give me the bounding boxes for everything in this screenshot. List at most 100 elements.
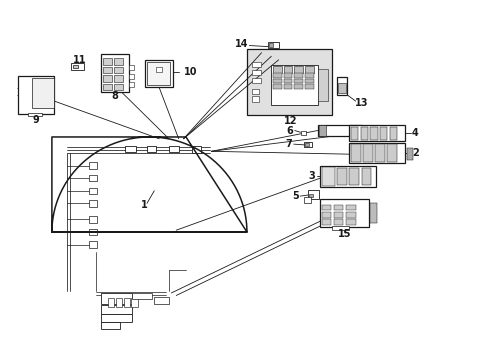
Bar [101,54,129,92]
Bar [114,58,122,64]
Bar [272,84,281,89]
Bar [360,127,367,140]
Bar [272,79,281,83]
Bar [320,166,375,187]
Bar [369,127,377,140]
Text: 10: 10 [183,67,197,77]
Bar [389,127,396,140]
Bar [369,203,376,223]
Bar [101,293,132,304]
Bar [71,63,83,69]
Bar [132,293,152,299]
Bar [348,143,405,163]
Bar [123,298,130,307]
Bar [283,66,292,73]
Text: 14: 14 [234,40,248,49]
Bar [305,66,313,73]
Bar [168,146,178,152]
Bar [348,168,358,185]
Bar [154,297,168,304]
Bar [251,62,260,67]
Bar [283,73,292,78]
Bar [345,220,355,225]
Bar [320,199,368,226]
Bar [269,43,273,46]
Bar [350,127,357,140]
Bar [333,212,343,218]
Bar [147,146,156,152]
Bar [374,144,384,162]
Bar [89,229,97,235]
Text: 6: 6 [286,126,293,135]
Bar [267,41,278,48]
Bar [386,144,396,162]
Bar [101,305,132,314]
Bar [246,49,331,116]
Bar [318,126,325,135]
Bar [108,298,114,307]
Bar [294,73,303,78]
Bar [272,66,281,73]
Bar [406,148,412,160]
Bar [144,60,172,87]
Text: 4: 4 [411,129,418,138]
Bar [321,220,330,225]
Text: 2: 2 [411,148,418,158]
Text: 13: 13 [354,98,367,108]
Bar [251,78,260,83]
Bar [272,73,281,78]
Bar [348,125,405,141]
Bar [337,83,345,93]
Bar [331,226,348,230]
Bar [114,67,122,73]
Bar [317,69,328,101]
Bar [129,65,134,70]
Bar [283,84,292,89]
Bar [129,74,134,79]
Bar [103,67,112,73]
Bar [294,66,303,73]
Text: 1: 1 [141,200,147,210]
Text: 12: 12 [284,116,297,126]
Bar [103,84,112,90]
Bar [336,168,346,185]
Bar [125,146,136,152]
Bar [101,315,132,322]
Bar [333,205,343,211]
Bar [307,190,318,199]
Bar [114,84,122,90]
Bar [103,58,112,64]
Bar [350,144,360,162]
Bar [361,168,370,185]
Text: 9: 9 [32,115,39,125]
Bar [32,78,54,108]
Text: 8: 8 [111,91,118,101]
Bar [89,241,97,248]
Bar [251,70,260,75]
Bar [336,77,346,95]
Bar [89,188,97,194]
Bar [73,64,78,68]
Bar [27,113,42,116]
Bar [321,205,330,211]
Bar [103,75,112,82]
Bar [89,216,97,223]
Bar [317,125,361,136]
Bar [304,141,311,147]
Text: 5: 5 [292,191,299,201]
Bar [304,197,311,203]
Bar [89,162,97,169]
Bar [345,205,355,211]
Bar [251,89,259,94]
Bar [89,200,97,207]
Text: 11: 11 [73,55,87,65]
Bar [251,96,259,102]
Text: 15: 15 [337,229,350,239]
Bar [294,79,303,83]
Bar [101,322,120,329]
Bar [321,212,330,218]
Bar [333,220,343,225]
Bar [305,73,313,78]
Bar [129,82,134,87]
Bar [362,144,372,162]
